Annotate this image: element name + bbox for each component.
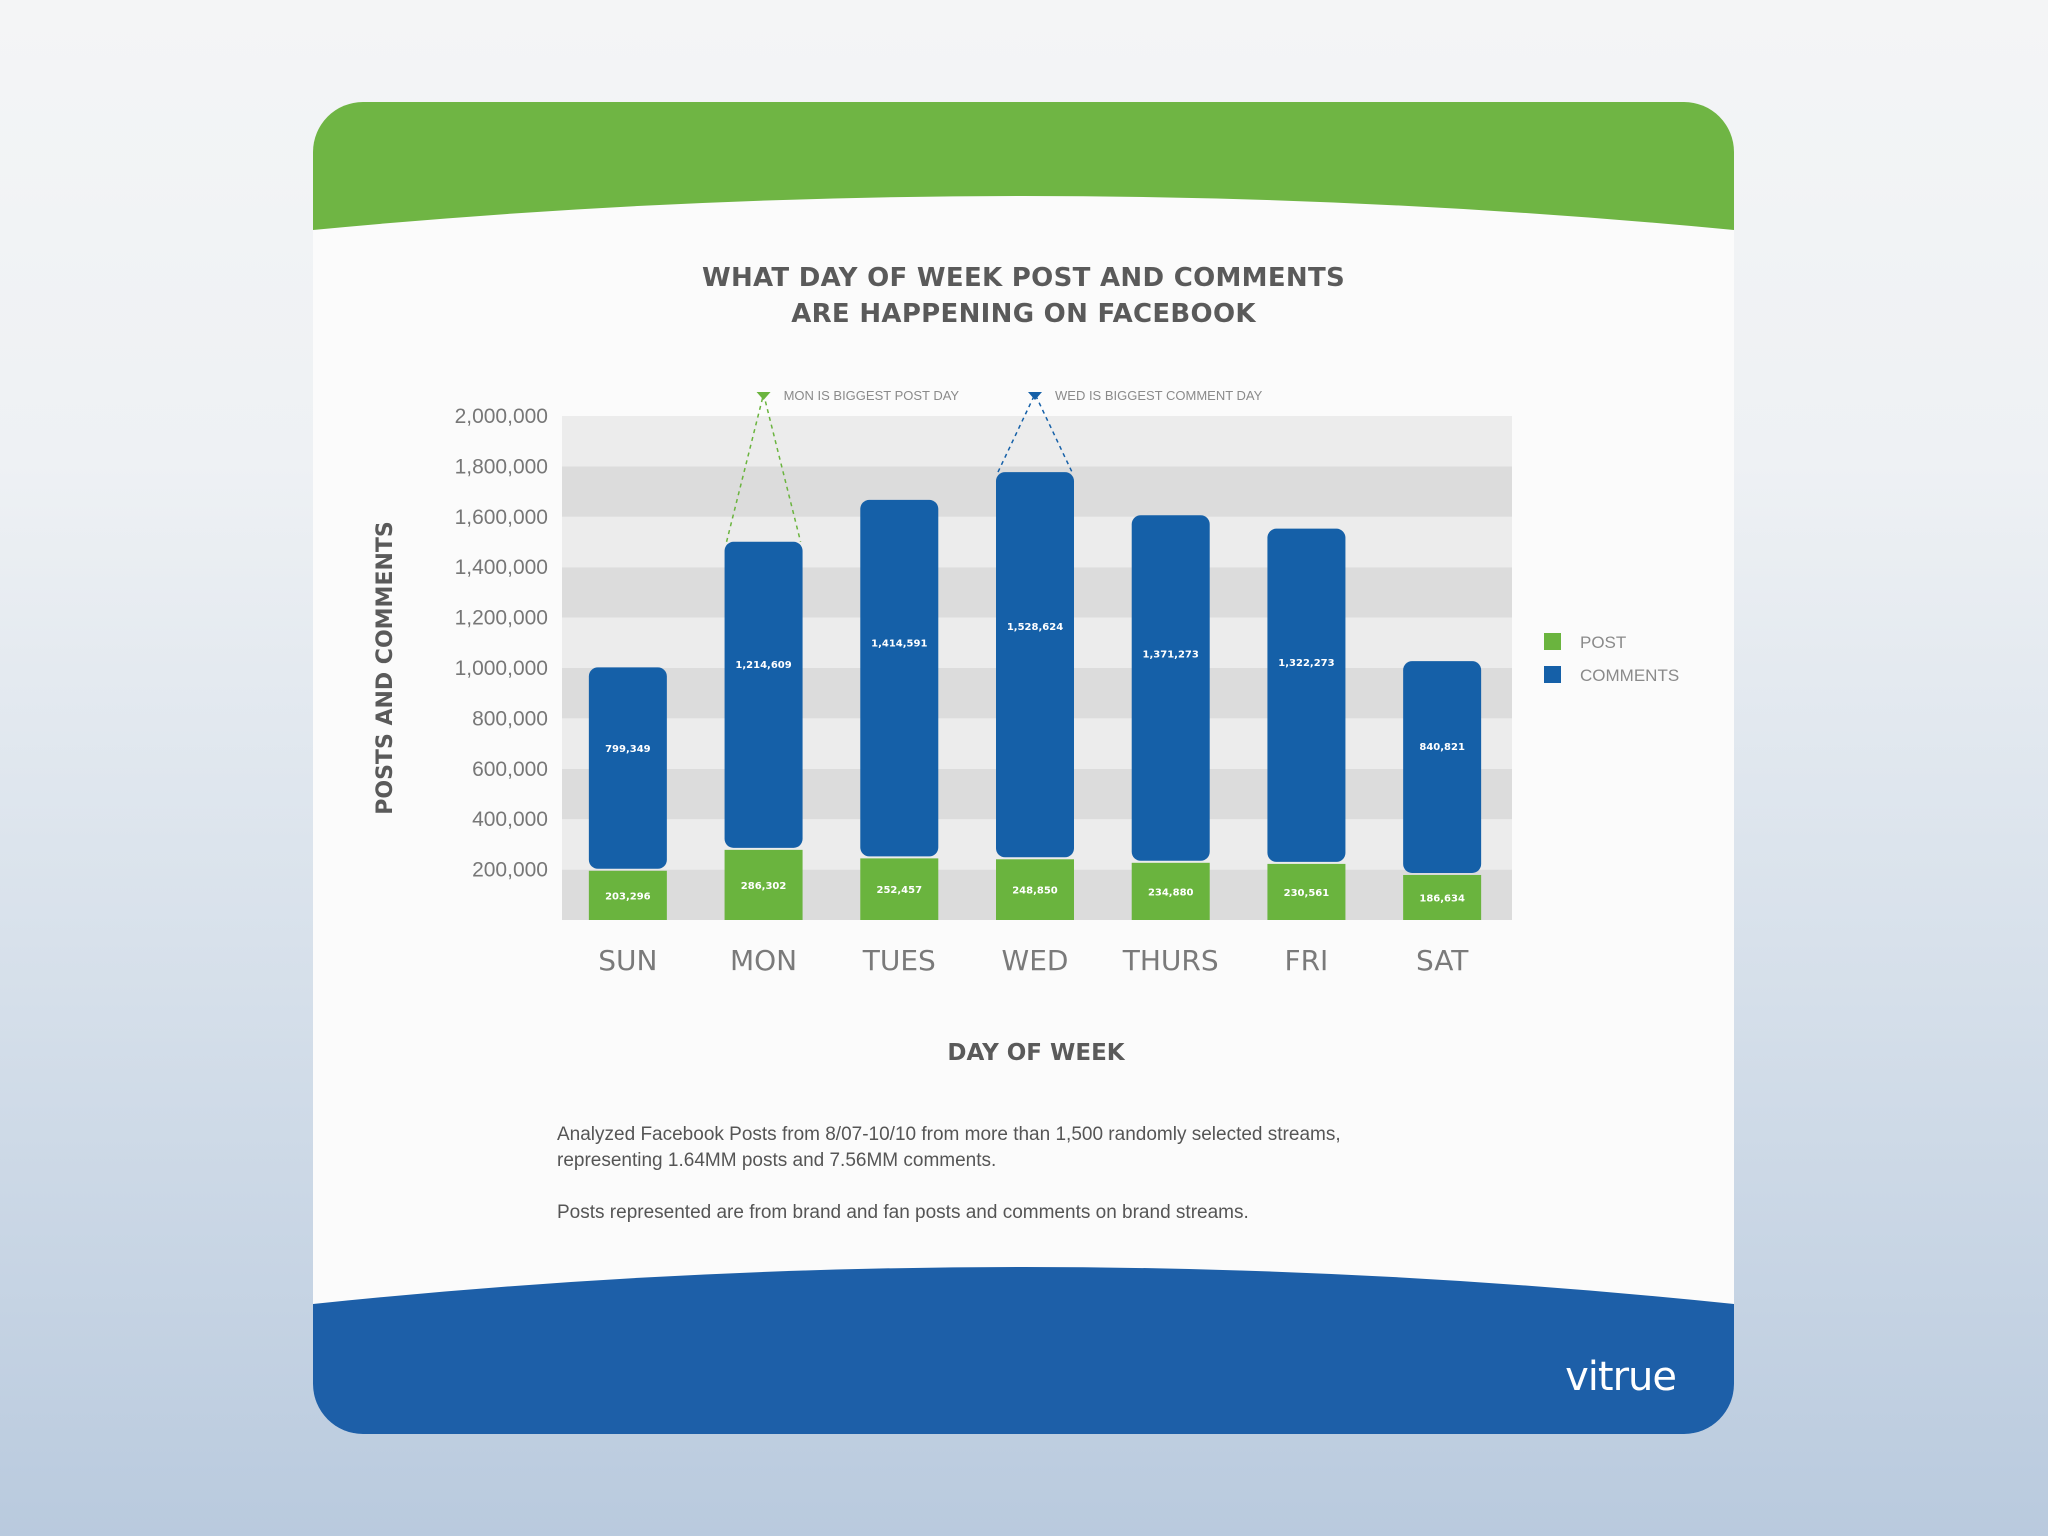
- y-tick-label: 400,000: [472, 808, 548, 831]
- y-tick-label: 800,000: [472, 707, 548, 730]
- x-tick-label: FRI: [1285, 944, 1329, 977]
- annotation-marker: [1028, 392, 1042, 400]
- bar-post-thurs: [1131, 862, 1210, 920]
- bar-comments-label: 1,528,624: [1007, 622, 1063, 633]
- y-axis-label: POSTS AND COMMENTS: [373, 521, 398, 814]
- bar-comments-sun: [588, 667, 667, 869]
- legend-swatch-post: [1544, 633, 1561, 650]
- x-tick-label: SUN: [598, 944, 657, 977]
- y-tick-label: 1,800,000: [455, 455, 548, 478]
- grid-band: [562, 416, 1512, 467]
- y-tick-label: 1,000,000: [455, 657, 548, 680]
- footnote-line-2: representing 1.64MM posts and 7.56MM com…: [557, 1150, 997, 1171]
- bar-post-label: 252,457: [877, 885, 923, 896]
- annotation-text: MON IS BIGGEST POST DAY: [784, 388, 960, 403]
- bar-comments-mon: [724, 541, 803, 848]
- chart-title-line-1: WHAT DAY OF WEEK POST AND COMMENTS: [701, 263, 1346, 293]
- bar-comments-fri: [1267, 528, 1346, 862]
- bar-comments-wed: [996, 472, 1074, 858]
- bar-comments-label: 1,214,609: [735, 660, 791, 671]
- bar-post-label: 234,880: [1148, 887, 1194, 898]
- bar-post-mon: [724, 849, 803, 920]
- bar-post-fri: [1267, 863, 1346, 920]
- bar-comments-label: 1,414,591: [871, 638, 927, 649]
- bar-post-wed: [996, 859, 1074, 920]
- chart-title: WHAT DAY OF WEEK POST AND COMMENTS ARE H…: [313, 260, 1734, 332]
- vitrue-logo-text: vitrue: [1565, 1354, 1677, 1400]
- x-tick-label: THURS: [1122, 944, 1219, 977]
- y-tick-label: 200,000: [472, 859, 548, 882]
- bar-post-tues: [860, 858, 939, 920]
- infographic-card: 2,000,000 1,800,000 1,600,000 1,400,000 1,20…: [313, 102, 1734, 1434]
- bar-comments-sat: [1403, 661, 1482, 873]
- y-tick-label: 600,000: [472, 758, 548, 781]
- bar-comments-tues: [860, 499, 939, 857]
- bar-post-label: 186,634: [1419, 893, 1465, 904]
- y-tick-label: 1,200,000: [455, 607, 548, 630]
- legend-label-comments: COMMENTS: [1580, 666, 1679, 685]
- bottom-blue-band: [313, 1267, 1734, 1434]
- footnote-2: Posts represented are from brand and fan…: [557, 1202, 1249, 1223]
- bar-post-sat: [1403, 874, 1482, 920]
- bar-post-label: 230,561: [1284, 888, 1330, 899]
- footnote-line-1: Analyzed Facebook Posts from 8/07-10/10 …: [557, 1124, 1341, 1145]
- bar-comments-thurs: [1131, 515, 1210, 861]
- y-tick-label: 1,600,000: [455, 506, 548, 529]
- legend-label-post: POST: [1580, 633, 1626, 652]
- y-tick-label: 1,400,000: [455, 556, 548, 579]
- bar-comments-label: 799,349: [605, 744, 651, 755]
- bar-post-label: 203,296: [605, 891, 651, 902]
- x-tick-label: SAT: [1416, 944, 1469, 977]
- stacked-bar-chart: 2,000,000 1,800,000 1,600,000 1,400,000 1,20…: [373, 388, 1679, 1066]
- card-decoration: [313, 102, 1734, 1434]
- y-tick-label: 2,000,000: [455, 405, 548, 428]
- legend-swatch-comments: [1544, 666, 1561, 683]
- annotation-pointer: [997, 392, 1073, 473]
- footnote-1: Analyzed Facebook Posts from 8/07-10/10 …: [557, 1122, 1557, 1174]
- bar-post-sun: [588, 870, 667, 920]
- x-tick-label: WED: [1002, 944, 1069, 977]
- bar-post-label: 248,850: [1012, 886, 1058, 897]
- vitrue-logo: vitrue: [1565, 1354, 1677, 1400]
- x-tick-label: MON: [730, 944, 797, 977]
- bar-comments-label: 1,371,273: [1143, 649, 1199, 660]
- annotation-marker: [756, 392, 771, 400]
- chart-title-line-2: ARE HAPPENING ON FACEBOOK: [791, 299, 1256, 329]
- x-axis-label: DAY OF WEEK: [947, 1040, 1125, 1066]
- x-tick-label: TUES: [862, 944, 936, 977]
- bar-post-label: 286,302: [741, 881, 787, 892]
- bar-comments-label: 840,821: [1419, 742, 1465, 753]
- top-green-band: [313, 102, 1734, 230]
- bar-comments-label: 1,322,273: [1278, 658, 1334, 669]
- annotation-text: WED IS BIGGEST COMMENT DAY: [1055, 388, 1263, 403]
